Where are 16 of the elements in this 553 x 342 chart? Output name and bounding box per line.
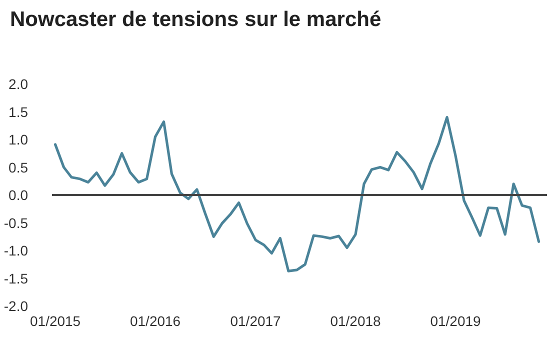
y-tick-label: -0.5 [4, 214, 28, 231]
x-tick-label: 01/2018 [330, 313, 382, 329]
y-tick-label: 0.5 [8, 159, 28, 176]
x-tick-label: 01/2017 [230, 313, 282, 329]
x-tick-label: 01/2019 [430, 313, 482, 329]
chart-title: Nowcaster de tensions sur le marché [10, 8, 382, 31]
x-tick-label: 01/2016 [130, 313, 181, 329]
y-tick-label: 0.0 [8, 187, 28, 203]
y-tick-label: 1.5 [8, 104, 28, 120]
x-tick-label: 01/2015 [30, 313, 81, 329]
y-tick-label: 2.0 [8, 76, 28, 92]
line-series [54, 116, 540, 272]
y-tick-label: -1.0 [4, 242, 28, 258]
y-tick-label: -1.5 [4, 270, 28, 286]
y-tick-label: 1.0 [8, 132, 28, 148]
y-tick-label: -2.0 [4, 298, 28, 314]
